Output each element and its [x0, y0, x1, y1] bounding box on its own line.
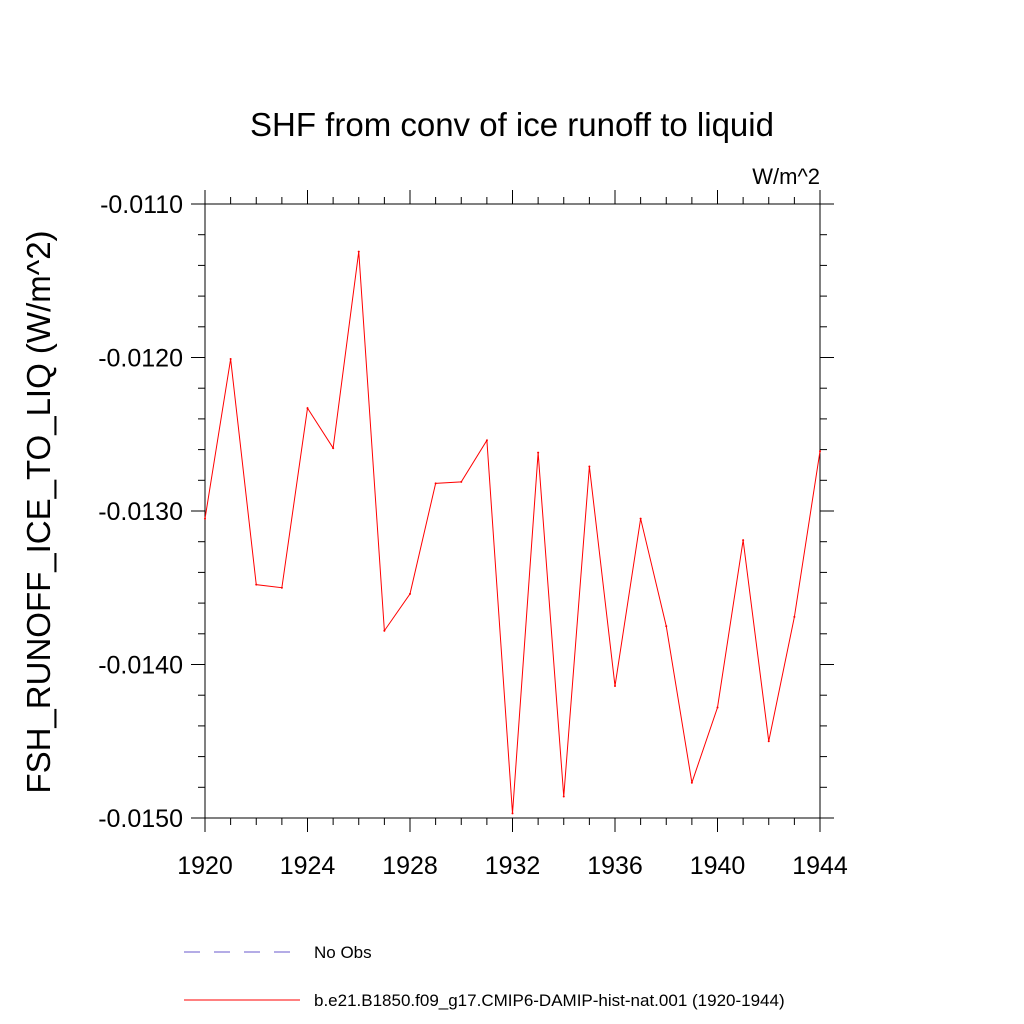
data-point — [716, 706, 719, 709]
chart-title: SHF from conv of ice runoff to liquid — [250, 106, 774, 143]
y-axis-label: FSH_RUNOFF_ICE_TO_LIQ (W/m^2) — [20, 230, 57, 793]
y-tick-label: -0.0140 — [98, 652, 183, 680]
data-point — [588, 465, 591, 468]
x-tick-label: 1924 — [280, 852, 336, 880]
legend: No Obs b.e21.B1850.f09_g17.CMIP6-DAMIP-hi… — [184, 943, 785, 1010]
data-point — [767, 740, 770, 743]
y-tick-label: -0.0130 — [98, 498, 183, 526]
data-point — [665, 625, 668, 628]
data-point — [562, 795, 565, 798]
x-tick-label: 1940 — [690, 852, 746, 880]
data-point — [357, 250, 360, 253]
data-point — [485, 439, 488, 442]
data-point — [639, 517, 642, 520]
data-point — [204, 517, 206, 520]
data-point — [332, 447, 335, 450]
units-label: W/m^2 — [752, 164, 820, 189]
data-point — [306, 407, 309, 410]
y-tick-label: -0.0110 — [100, 191, 183, 219]
series-line — [204, 251, 821, 814]
x-tick-label: 1920 — [177, 852, 233, 880]
x-tick-label: 1936 — [587, 852, 643, 880]
legend-label: No Obs — [314, 943, 372, 962]
data-point — [742, 539, 745, 542]
data-point — [511, 812, 514, 815]
data-point — [793, 615, 796, 618]
data-point — [537, 451, 540, 454]
data-point — [409, 592, 411, 595]
data-point — [229, 358, 232, 361]
x-tick-label: 1944 — [792, 852, 848, 880]
legend-label: b.e21.B1850.f09_g17.CMIP6-DAMIP-hist-nat… — [314, 991, 785, 1010]
axes: 1920 1924 1928 1932 1936 1940 1944 -0.0110 -0.01… — [98, 190, 848, 880]
series-group — [204, 250, 821, 815]
plot-frame — [204, 203, 821, 819]
x-tick-label: 1928 — [382, 852, 438, 880]
data-point — [434, 482, 437, 485]
y-tick-label: -0.0120 — [98, 345, 183, 373]
x-tick-label: 1932 — [485, 852, 541, 880]
data-point — [614, 684, 616, 687]
data-point — [383, 629, 386, 632]
data-point — [255, 583, 258, 586]
y-tick-label: -0.0150 — [98, 805, 183, 833]
data-point — [460, 480, 463, 483]
data-point — [819, 450, 821, 453]
data-point — [690, 781, 693, 784]
data-point — [280, 586, 283, 589]
